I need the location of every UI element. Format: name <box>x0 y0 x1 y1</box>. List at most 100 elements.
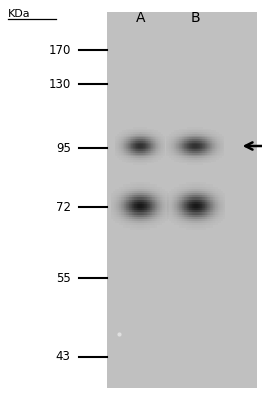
Bar <box>214 208 215 210</box>
Bar <box>213 136 214 137</box>
Bar <box>204 134 205 136</box>
Bar <box>138 193 139 195</box>
Bar <box>181 200 182 202</box>
Bar <box>181 156 182 158</box>
Bar <box>145 228 146 230</box>
Bar <box>219 146 220 148</box>
Bar <box>156 191 157 193</box>
Bar <box>204 193 205 195</box>
Bar <box>202 142 203 144</box>
Bar <box>189 219 190 221</box>
Bar <box>147 182 148 184</box>
Bar <box>140 156 141 158</box>
Bar <box>195 204 196 206</box>
Bar <box>160 137 161 139</box>
Bar <box>199 223 200 225</box>
Bar <box>184 153 185 155</box>
Bar <box>196 189 197 191</box>
Bar <box>152 225 153 228</box>
Bar <box>151 130 152 132</box>
Bar <box>201 160 202 162</box>
Bar <box>205 155 206 156</box>
Bar <box>166 215 167 217</box>
Bar <box>209 187 210 189</box>
Bar <box>193 150 194 151</box>
Bar <box>125 202 126 204</box>
Bar <box>162 208 163 210</box>
Bar <box>120 150 121 151</box>
Bar <box>155 184 156 187</box>
Bar <box>186 156 187 158</box>
Bar <box>179 217 180 219</box>
Bar <box>126 132 127 134</box>
Bar <box>128 151 129 153</box>
Bar <box>194 225 195 228</box>
Bar <box>151 217 152 219</box>
Bar <box>223 139 224 141</box>
Bar <box>195 193 196 195</box>
Bar <box>156 151 157 153</box>
Bar <box>146 228 147 230</box>
Bar <box>169 206 170 208</box>
Bar <box>220 148 221 150</box>
Bar <box>209 134 210 136</box>
Bar <box>138 217 139 219</box>
Bar <box>210 189 211 191</box>
Bar <box>122 215 123 217</box>
Bar <box>182 221 183 223</box>
Bar <box>176 212 177 215</box>
Bar <box>210 148 211 150</box>
Bar <box>212 134 213 136</box>
Bar <box>135 144 136 146</box>
Bar <box>183 162 184 163</box>
Bar <box>142 206 143 208</box>
Bar <box>146 150 147 151</box>
Bar <box>174 158 175 160</box>
Bar <box>147 129 148 130</box>
Bar <box>199 148 200 150</box>
Bar <box>124 137 125 139</box>
Bar <box>193 136 194 137</box>
Bar <box>138 148 139 150</box>
Bar <box>138 156 139 158</box>
Bar <box>205 158 206 160</box>
Bar <box>187 221 188 223</box>
Bar <box>186 210 187 212</box>
Bar <box>124 225 125 228</box>
Bar <box>207 215 208 217</box>
Bar <box>159 153 160 155</box>
Bar <box>161 215 162 217</box>
Bar <box>142 202 143 204</box>
Bar <box>195 162 196 163</box>
Bar <box>201 189 202 191</box>
Bar <box>150 139 151 141</box>
Bar <box>209 217 210 219</box>
Bar <box>154 137 155 139</box>
Bar <box>223 137 224 139</box>
Bar <box>139 208 140 210</box>
Bar <box>136 139 137 141</box>
Bar <box>151 160 152 162</box>
Bar <box>199 187 200 189</box>
Bar <box>197 217 198 219</box>
Bar <box>135 221 136 223</box>
Bar <box>152 150 153 151</box>
Bar <box>193 155 194 156</box>
Bar <box>206 162 207 163</box>
Bar <box>198 225 199 228</box>
Bar <box>173 156 174 158</box>
Bar <box>130 148 131 150</box>
Bar <box>205 228 206 230</box>
Bar <box>135 130 136 132</box>
Bar <box>202 204 203 206</box>
Bar <box>221 193 222 195</box>
Bar <box>121 156 122 158</box>
Bar <box>142 182 143 184</box>
Bar <box>140 129 141 130</box>
Bar <box>195 160 196 162</box>
Bar <box>145 197 146 200</box>
Bar <box>199 217 200 219</box>
Bar <box>199 139 200 141</box>
Bar <box>128 195 129 197</box>
Bar <box>191 204 192 206</box>
